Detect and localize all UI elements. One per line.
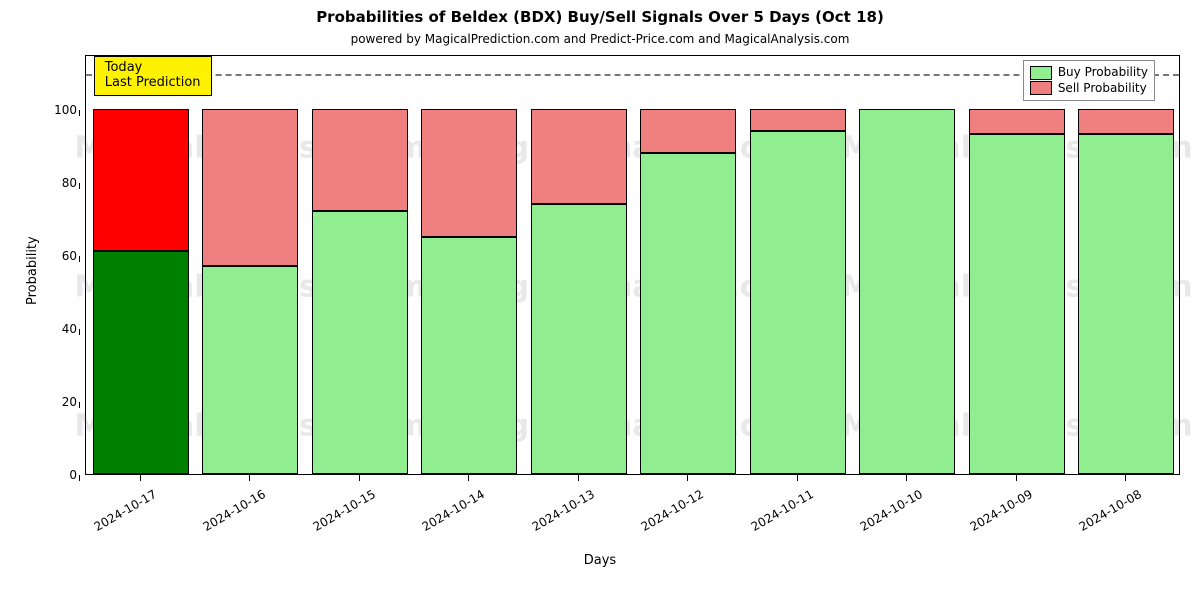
legend-label: Buy Probability [1058,65,1148,81]
y-tick-mark [79,475,80,481]
x-tick-mark [687,475,688,481]
bar-group [421,54,517,474]
bar-buy [640,153,736,474]
bar-group [750,54,846,474]
x-tick-mark [249,475,250,481]
annotation-line2: Last Prediction [105,76,201,91]
y-tick-label: 20 [47,395,77,409]
bar-sell [421,109,517,237]
legend-label: Sell Probability [1058,81,1147,97]
bar-buy [531,204,627,474]
bar-sell [202,109,298,266]
bar-buy [202,266,298,474]
y-tick-mark [79,329,80,335]
bar-sell [1078,109,1174,135]
y-tick-label: 40 [47,322,77,336]
y-tick-mark [79,183,80,189]
plot-area: MagicalAnalysis.comMagicalAnalysis.comMa… [85,55,1180,475]
bar-buy [859,109,955,474]
bar-sell [640,109,736,153]
bar-group [202,54,298,474]
annotation-line1: Today [105,61,201,76]
bar-group [969,54,1065,474]
bar-sell [531,109,627,204]
bar-group [640,54,736,474]
bar-group [859,54,955,474]
legend: Buy ProbabilitySell Probability [1023,60,1155,101]
y-tick-label: 80 [47,176,77,190]
y-tick-label: 60 [47,249,77,263]
bar-sell [969,109,1065,135]
y-tick-label: 0 [47,468,77,482]
bar-sell [312,109,408,211]
today-annotation: TodayLast Prediction [94,56,212,96]
x-tick-mark [140,475,141,481]
bar-buy [750,131,846,474]
x-tick-mark [578,475,579,481]
bar-buy [312,211,408,474]
chart-title: Probabilities of Beldex (BDX) Buy/Sell S… [0,8,1200,26]
x-tick-mark [906,475,907,481]
chart-subtitle: powered by MagicalPrediction.com and Pre… [0,32,1200,46]
legend-item: Sell Probability [1030,81,1148,97]
y-tick-mark [79,402,80,408]
legend-swatch [1030,81,1052,95]
bar-buy [421,237,517,474]
bar-buy [969,134,1065,474]
chart-container: Probabilities of Beldex (BDX) Buy/Sell S… [0,0,1200,600]
x-axis-label: Days [0,553,1200,568]
x-tick-mark [468,475,469,481]
legend-swatch [1030,66,1052,80]
y-tick-mark [79,110,80,116]
bar-buy [93,251,189,474]
y-axis-label: Probability [25,236,40,305]
bar-group [1078,54,1174,474]
bar-sell [93,109,189,251]
bar-group [531,54,627,474]
bar-group [93,54,189,474]
x-tick-mark [797,475,798,481]
y-tick-label: 100 [47,103,77,117]
bar-group [312,54,408,474]
threshold-line [86,74,1179,76]
x-tick-mark [1125,475,1126,481]
x-tick-mark [1016,475,1017,481]
bar-buy [1078,134,1174,474]
y-tick-mark [79,256,80,262]
bar-sell [750,109,846,131]
legend-item: Buy Probability [1030,65,1148,81]
x-tick-mark [359,475,360,481]
